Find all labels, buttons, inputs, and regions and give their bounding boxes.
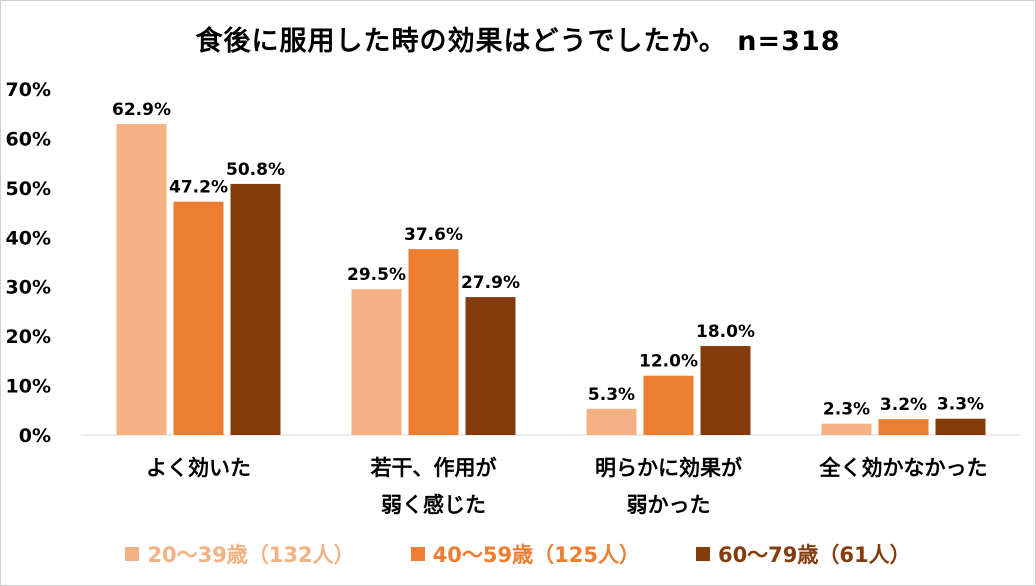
data-label: 2.3%: [823, 400, 870, 420]
bar: [408, 249, 459, 435]
x-category-label: よく効いた: [146, 456, 251, 480]
legend-label-40-59: 40～59歳（125人）: [432, 543, 640, 567]
data-label: 3.3%: [937, 395, 984, 415]
legend-item-60-79: 60～79歳（61人）: [695, 539, 911, 569]
x-category-label: 弱かった: [627, 493, 711, 517]
bar: [935, 418, 986, 435]
data-label: 29.5%: [347, 265, 406, 285]
bar: [465, 297, 516, 435]
legend-item-20-39: 20～39歳（132人）: [125, 539, 355, 569]
legend-item-40-59: 40～59歳（125人）: [410, 539, 640, 569]
legend-swatch-20-39: [125, 547, 140, 561]
x-category-label: 弱く感じた: [381, 493, 486, 517]
bar: [643, 375, 694, 435]
x-category-label: 明らかに効果が: [595, 456, 742, 480]
bar: [351, 289, 402, 435]
legend-label-60-79: 60～79歳（61人）: [717, 543, 911, 567]
y-tick-label: 60%: [6, 128, 51, 150]
x-category-label: 若干、作用が: [370, 456, 497, 480]
data-label: 12.0%: [639, 352, 698, 372]
legend-swatch-40-59: [410, 547, 425, 561]
data-label: 50.8%: [226, 160, 285, 180]
bar: [230, 183, 281, 435]
y-tick-label: 30%: [6, 277, 51, 299]
bar: [700, 346, 751, 435]
data-label: 47.2%: [169, 178, 228, 198]
chart-title: 食後に服用した時の効果はどうでしたか。 n=318: [195, 26, 841, 57]
bar: [821, 423, 872, 435]
data-label: 18.0%: [696, 322, 755, 342]
y-tick-label: 40%: [6, 227, 51, 249]
data-label: 5.3%: [588, 385, 635, 405]
bar: [173, 201, 224, 435]
x-category-label: 全く効かなかった: [819, 456, 988, 480]
data-label: 62.9%: [112, 100, 171, 120]
bar: [116, 124, 167, 435]
bar: [586, 408, 637, 435]
y-tick-label: 0%: [19, 425, 51, 447]
y-tick-label: 10%: [6, 376, 51, 398]
data-label: 27.9%: [461, 273, 520, 293]
data-label: 37.6%: [404, 225, 463, 245]
y-tick-label: 50%: [6, 178, 51, 200]
legend-swatch-60-79: [695, 547, 710, 561]
y-tick-label: 20%: [6, 326, 51, 348]
data-label: 3.2%: [880, 395, 927, 415]
legend: 20～39歳（132人） 40～59歳（125人） 60～79歳（61人）: [1, 539, 1035, 569]
y-tick-label: 70%: [6, 79, 51, 101]
bar: [878, 419, 929, 435]
legend-label-20-39: 20～39歳（132人）: [147, 543, 355, 567]
